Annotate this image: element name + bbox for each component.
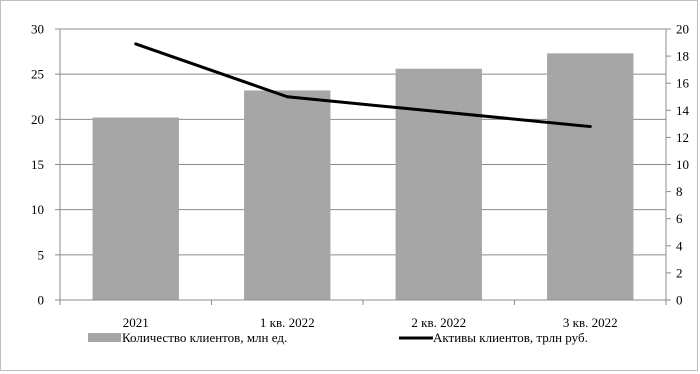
- left-tick-label: 15: [31, 157, 44, 172]
- right-tick-label: 18: [676, 49, 689, 64]
- left-tick-label: 10: [31, 202, 44, 217]
- right-axis-ticks: 0 2 4 6 8 10 12 14 16 18 20: [666, 22, 690, 308]
- right-tick-label: 6: [676, 211, 683, 226]
- right-tick-label: 8: [676, 184, 683, 199]
- bar: [395, 68, 482, 300]
- left-tick-label: 25: [31, 67, 44, 82]
- left-tick-label: 0: [38, 293, 45, 308]
- right-tick-label: 20: [676, 22, 689, 37]
- category-label: 3 кв. 2022: [563, 315, 618, 330]
- right-tick-label: 2: [676, 265, 683, 280]
- line-point: [134, 42, 138, 46]
- right-tick-label: 14: [676, 103, 690, 118]
- legend-label-line: Активы клиентов, трлн руб.: [433, 330, 588, 345]
- legend: Количество клиентов, млн ед. Активы клиен…: [88, 330, 588, 345]
- line-series: [134, 42, 592, 129]
- bar: [92, 117, 179, 300]
- left-tick-label: 20: [31, 112, 44, 127]
- left-axis-ticks: 0 5 10 15 20 25 30: [31, 22, 60, 308]
- category-label: 2021: [123, 315, 149, 330]
- left-tick-label: 30: [31, 22, 44, 37]
- right-tick-label: 4: [676, 238, 683, 253]
- right-tick-label: 12: [676, 130, 689, 145]
- left-tick-label: 5: [38, 247, 45, 262]
- bar: [547, 53, 634, 300]
- right-tick-label: 16: [676, 76, 690, 91]
- category-label: 1 кв. 2022: [260, 315, 315, 330]
- legend-swatch-bar: [88, 333, 121, 342]
- line-point: [285, 95, 289, 99]
- right-tick-label: 10: [676, 157, 689, 172]
- line-path: [135, 42, 591, 129]
- category-label: 2 кв. 2022: [411, 315, 466, 330]
- bar: [244, 90, 331, 300]
- bar-series: [92, 53, 634, 300]
- line-point: [437, 110, 441, 114]
- right-tick-label: 0: [676, 293, 683, 308]
- legend-label-bar: Количество клиентов, млн ед.: [122, 330, 287, 345]
- line-point: [588, 125, 592, 129]
- category-axis-ticks: 2021 1 кв. 2022 2 кв. 2022 3 кв. 2022: [59, 300, 667, 330]
